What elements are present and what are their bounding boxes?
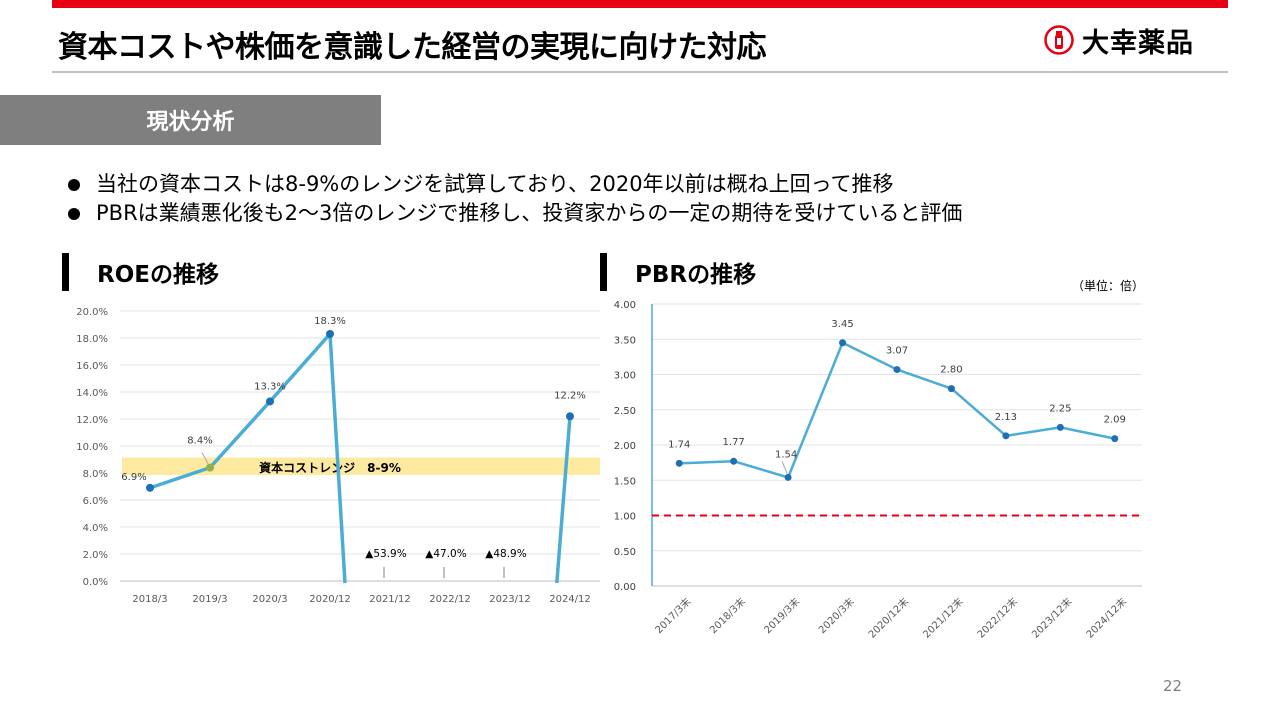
pbr-data-point — [947, 385, 955, 393]
pbr-data-label: 1.54 — [775, 449, 797, 460]
roe-data-point — [146, 483, 154, 492]
x-tick-label: 2019/3 — [192, 594, 227, 605]
y-tick-label: 2.00 — [614, 441, 636, 452]
y-tick-label: 1.50 — [614, 476, 636, 487]
capital-cost-band-label: 資本コストレンジ 8-9% — [259, 460, 401, 475]
y-tick-label: 8.0% — [83, 469, 108, 480]
x-tick-label: 2017/3末 — [652, 595, 693, 636]
roe-data-label: ▲48.9% — [485, 548, 526, 560]
x-tick-label: 2019/3末 — [761, 595, 802, 636]
y-tick-label: 14.0% — [76, 388, 108, 399]
roe-data-label: 6.9% — [121, 472, 146, 483]
pbr-data-label: 2.80 — [940, 365, 962, 376]
pbr-data-point — [675, 459, 683, 467]
x-tick-label: 2021/12 — [369, 594, 411, 605]
x-tick-label: 2024/12 — [549, 594, 591, 605]
pbr-line-chart: 0.00 0.50 1.00 1.50 2.00 2.50 3.00 3.50 4.00 2017… — [614, 300, 1142, 641]
roe-data-point — [206, 463, 214, 472]
heading-bar — [62, 253, 69, 291]
pbr-data-point — [730, 457, 738, 465]
y-tick-label: 0.50 — [614, 547, 636, 558]
y-tick-label: 3.50 — [614, 335, 636, 346]
roe-series-line — [555, 416, 572, 584]
roe-line-chart: 0.0% 2.0% 4.0% 6.0% 8.0% 10.0% 12.0% 14.0% 16.0%… — [76, 307, 600, 605]
pbr-chart-heading: PBRの推移 — [600, 253, 756, 291]
y-tick-label: 16.0% — [76, 361, 108, 372]
x-tick-label: 2020/3 — [252, 594, 287, 605]
logo-mark-icon — [1044, 25, 1074, 55]
roe-data-label: 12.2% — [554, 390, 586, 401]
pbr-data-label: 1.74 — [668, 439, 690, 450]
y-tick-label: 0.00 — [614, 582, 636, 593]
pbr-data-label: 3.07 — [886, 346, 908, 357]
pbr-unit-label: （単位：倍） — [1072, 279, 1145, 293]
page-number: 22 — [1163, 677, 1183, 695]
page-title: 資本コストや株価を意識した経営の実現に向けた対応 — [58, 30, 767, 65]
bullet-text: 当社の資本コストは8-9%のレンジを試算しており、2020年以前は概ね上回って推… — [96, 172, 894, 196]
y-tick-label: 4.00 — [614, 300, 636, 311]
x-tick-label: 2020/3末 — [816, 595, 857, 636]
bullet-item: PBRは業績悪化後も2～3倍のレンジで推移し、投資家からの一定の期待を受けている… — [62, 199, 962, 228]
top-accent-bar — [52, 0, 1228, 8]
pbr-data-point — [1002, 432, 1010, 440]
y-tick-label: 6.0% — [83, 496, 108, 507]
bullet-text: PBRは業績悪化後も2～3倍のレンジで推移し、投資家からの一定の期待を受けている… — [96, 201, 963, 225]
title-divider — [52, 71, 1228, 73]
x-tick-label: 2018/3 — [132, 594, 167, 605]
bullet-dot-icon — [68, 207, 80, 220]
heading-bar — [600, 253, 607, 291]
y-tick-label: 3.00 — [614, 371, 636, 382]
pbr-chart-title: PBRの推移 — [635, 262, 757, 288]
roe-data-label: ▲53.9% — [365, 548, 406, 560]
pbr-data-label: 2.13 — [995, 412, 1017, 423]
x-tick-label: 2021/12末 — [920, 595, 966, 641]
roe-data-point — [326, 329, 334, 338]
pbr-data-point — [839, 339, 847, 347]
y-tick-label: 2.50 — [614, 406, 636, 417]
y-tick-label: 20.0% — [76, 307, 108, 318]
pbr-data-label: 3.45 — [831, 319, 853, 330]
pbr-data-label: 1.77 — [723, 437, 745, 448]
roe-data-point — [566, 412, 574, 421]
pbr-label-leader — [781, 461, 788, 474]
x-tick-label: 2023/12末 — [1029, 595, 1075, 641]
roe-data-point — [266, 397, 274, 406]
y-tick-label: 18.0% — [76, 334, 108, 345]
y-tick-label: 12.0% — [76, 415, 108, 426]
pbr-data-label: 2.25 — [1049, 403, 1071, 414]
bullet-item: 当社の資本コストは8-9%のレンジを試算しており、2020年以前は概ね上回って推… — [62, 170, 962, 199]
bullet-dot-icon — [68, 178, 80, 191]
roe-label-leader — [201, 452, 209, 464]
y-tick-label: 10.0% — [76, 442, 108, 453]
company-logo: 大幸薬品 — [1044, 22, 1194, 59]
y-tick-label: 0.0% — [83, 577, 108, 588]
x-tick-label: 2018/3末 — [707, 595, 748, 636]
roe-data-label: 8.4% — [187, 436, 212, 447]
capital-cost-band — [122, 457, 600, 475]
pbr-data-point — [784, 473, 792, 481]
roe-chart-heading: ROEの推移 — [62, 253, 219, 291]
pbr-data-point — [1111, 435, 1119, 443]
x-tick-label: 2020/12末 — [865, 595, 911, 641]
pbr-data-label: 2.09 — [1104, 415, 1126, 426]
roe-data-label: 18.3% — [314, 316, 346, 327]
logo-text: 大幸薬品 — [1082, 27, 1194, 59]
y-tick-label: 4.0% — [83, 523, 108, 534]
roe-chart-title: ROEの推移 — [97, 262, 219, 288]
y-tick-label: 2.0% — [83, 550, 108, 561]
pbr-data-point — [893, 366, 901, 374]
x-tick-label: 2023/12 — [489, 594, 531, 605]
bullet-list: 当社の資本コストは8-9%のレンジを試算しており、2020年以前は概ね上回って推… — [62, 170, 962, 228]
x-tick-label: 2022/12 — [429, 594, 471, 605]
pbr-data-point — [1056, 423, 1064, 431]
x-tick-label: 2022/12末 — [974, 595, 1020, 641]
y-tick-label: 1.00 — [614, 512, 636, 523]
x-tick-label: 2020/12 — [309, 594, 351, 605]
roe-data-label: 13.3% — [254, 381, 286, 392]
x-tick-label: 2024/12末 — [1083, 595, 1129, 641]
roe-data-label: ▲47.0% — [425, 548, 466, 560]
section-tag: 現状分析 — [0, 95, 381, 145]
